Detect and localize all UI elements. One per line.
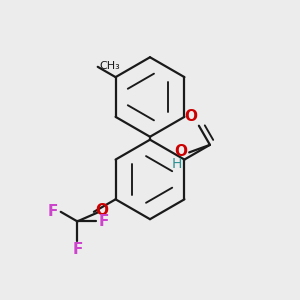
- Text: F: F: [99, 214, 109, 229]
- Text: F: F: [48, 204, 58, 219]
- Text: CH₃: CH₃: [99, 61, 120, 71]
- Text: H: H: [172, 157, 182, 171]
- Text: O: O: [175, 144, 188, 159]
- Text: O: O: [184, 109, 197, 124]
- Text: F: F: [72, 242, 83, 257]
- Text: O: O: [95, 203, 108, 218]
